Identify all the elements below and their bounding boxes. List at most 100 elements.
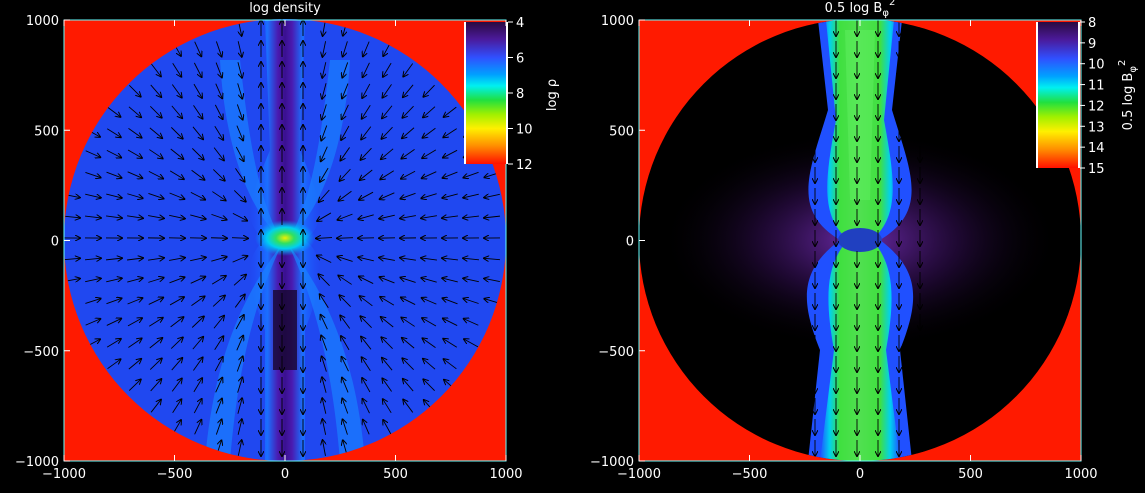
velocity-arrow xyxy=(106,339,121,348)
velocity-arrow xyxy=(401,149,415,158)
x-tick-label: 500 xyxy=(958,467,983,482)
velocity-arrow xyxy=(105,258,122,260)
colorbar-tick-label: 15 xyxy=(1088,162,1105,177)
x-tick-label: 1000 xyxy=(489,467,522,482)
velocity-arrow xyxy=(193,399,201,414)
velocity-arrow xyxy=(342,62,349,77)
velocity-arrow xyxy=(423,379,435,391)
velocity-arrow xyxy=(381,337,393,350)
velocity-arrow xyxy=(463,171,479,177)
velocity-arrow xyxy=(171,105,182,118)
velocity-arrow xyxy=(211,276,226,285)
velocity-arrow xyxy=(383,420,392,435)
velocity-arrow xyxy=(127,171,143,178)
velocity-arrow xyxy=(363,41,370,57)
velocity-arrow xyxy=(150,379,162,392)
y-tick-label: −500 xyxy=(598,345,634,360)
velocity-arrow xyxy=(443,339,458,348)
velocity-arrow xyxy=(422,338,436,349)
velocity-arrow xyxy=(338,276,352,285)
velocity-arrow xyxy=(215,41,221,56)
velocity-arrow xyxy=(85,194,101,198)
velocity-arrow xyxy=(343,41,348,56)
velocity-arrow xyxy=(214,357,223,372)
velocity-arrow xyxy=(318,274,330,287)
colorbar-tick-label: 8 xyxy=(516,87,524,102)
velocity-arrow xyxy=(341,336,350,351)
velocity-arrow xyxy=(403,84,414,97)
velocity-arrow xyxy=(85,172,100,177)
velocity-arrow xyxy=(106,171,122,178)
velocity-vectors xyxy=(64,20,501,456)
velocity-arrow xyxy=(383,62,392,77)
velocity-arrow xyxy=(322,419,325,435)
velocity-arrow xyxy=(191,148,203,159)
velocity-arrow xyxy=(382,378,392,392)
x-tick-label: 500 xyxy=(383,467,408,482)
velocity-arrow xyxy=(169,192,185,199)
x-tick-label: 0 xyxy=(856,467,864,482)
colorbar-tick-label: 6 xyxy=(516,52,524,67)
velocity-arrow xyxy=(214,336,224,350)
colorbar-tick-label: 14 xyxy=(1088,141,1105,156)
velocity-arrow xyxy=(107,359,121,370)
x-tick-label: −1000 xyxy=(42,467,86,482)
velocity-arrow xyxy=(443,318,458,326)
velocity-arrow xyxy=(379,215,395,219)
velocity-arrow xyxy=(401,297,416,305)
velocity-arrow xyxy=(233,190,245,201)
velocity-arrow xyxy=(401,170,416,178)
velocity-arrow xyxy=(235,146,243,161)
velocity-arrow xyxy=(321,146,328,162)
velocity-arrow xyxy=(444,106,457,117)
x-tick-label: 1000 xyxy=(1064,467,1097,482)
velocity-arrow xyxy=(235,168,244,181)
velocity-arrow xyxy=(237,377,243,393)
velocity-arrow xyxy=(363,420,370,435)
velocity-arrow xyxy=(193,105,203,118)
velocity-arrow xyxy=(442,216,458,218)
velocity-arrow xyxy=(106,128,121,137)
axes: −1000 −500 0 500 1000 1000 500 0 −500 −1000 xyxy=(15,14,523,482)
velocity-arrow xyxy=(400,258,416,260)
velocity-arrow xyxy=(422,298,437,305)
velocity-arrow xyxy=(380,192,395,199)
velocity-arrow xyxy=(128,106,141,117)
velocity-arrow xyxy=(382,358,393,371)
velocity-arrow xyxy=(362,378,371,393)
chart-title: 0.5 log Bφ2 xyxy=(825,0,896,19)
velocity-arrow xyxy=(172,399,182,413)
velocity-arrow xyxy=(215,378,223,393)
velocity-arrow xyxy=(421,278,437,283)
velocity-arrow xyxy=(236,125,243,141)
velocity-arrow xyxy=(464,319,479,326)
velocity-arrow xyxy=(422,149,437,158)
velocity-arrow xyxy=(170,317,184,328)
velocity-arrow xyxy=(106,298,121,305)
velocity-arrow xyxy=(322,356,327,372)
velocity-arrow xyxy=(484,278,500,281)
velocity-arrow xyxy=(85,319,101,326)
velocity-arrow xyxy=(360,316,372,329)
velocity-arrow xyxy=(358,214,374,219)
velocity-arrow xyxy=(320,167,329,182)
velocity-arrow xyxy=(127,298,143,305)
velocity-arrow xyxy=(363,62,370,77)
velocity-arrow xyxy=(443,128,457,138)
velocity-arrow xyxy=(360,296,373,307)
y-tick-label: 500 xyxy=(34,124,59,139)
velocity-arrow xyxy=(422,318,437,327)
velocity-arrow xyxy=(321,125,328,140)
velocity-arrow xyxy=(85,299,100,304)
velocity-arrow xyxy=(190,191,205,199)
y-tick-label: 0 xyxy=(51,235,59,250)
velocity-arrow xyxy=(337,238,354,239)
colorbar-tick-label: 13 xyxy=(1088,120,1105,135)
velocity-arrow xyxy=(232,256,248,263)
velocity-arrow xyxy=(362,357,371,371)
velocity-arrow xyxy=(169,277,184,284)
velocity-arrow xyxy=(236,336,243,351)
velocity-arrow xyxy=(128,379,141,391)
velocity-arrow xyxy=(236,356,242,372)
